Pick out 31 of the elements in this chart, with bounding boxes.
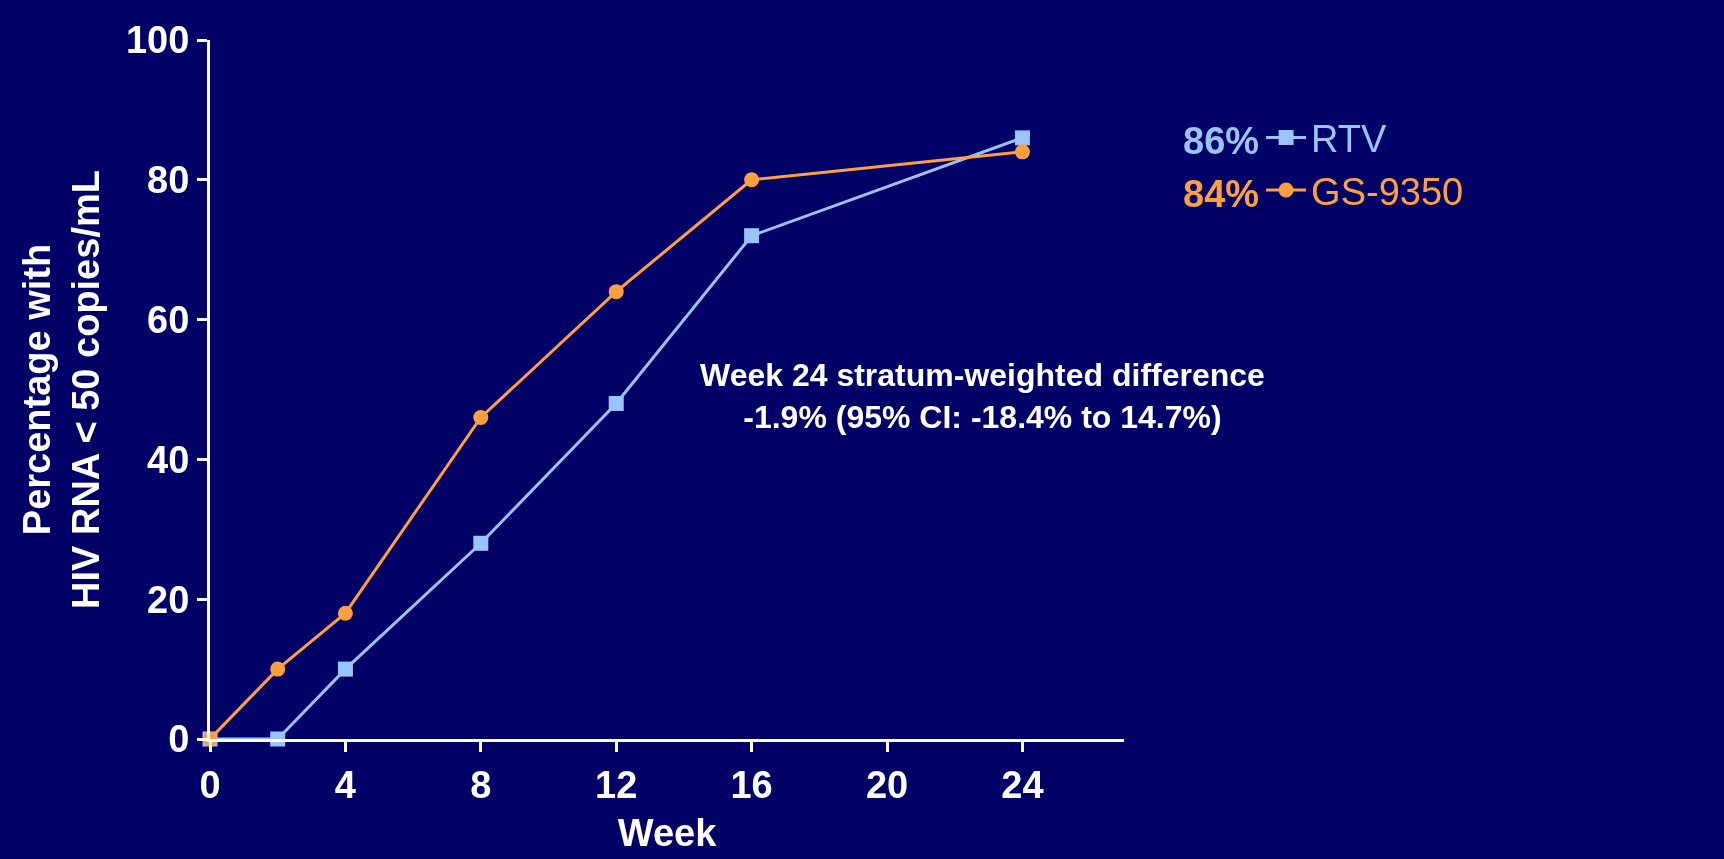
- annotation: Week 24 stratum-weighted difference -1.9% (95% CI: -18.4% to 14.7%): [700, 357, 1265, 435]
- point: [473, 535, 489, 551]
- x-tick-label: 8: [470, 763, 492, 806]
- point: [744, 228, 760, 244]
- x-axis-title: Week: [617, 811, 718, 854]
- x-tick-label: 4: [334, 763, 356, 806]
- text: 86%: [1183, 120, 1260, 162]
- point: [270, 661, 286, 677]
- x-tick-label: 0: [199, 763, 221, 806]
- y-tick-label: 60: [147, 298, 190, 341]
- text: 84%: [1183, 173, 1260, 215]
- x-tick-label: 20: [865, 763, 909, 806]
- point: [337, 661, 353, 677]
- x-tick-label: 24: [1001, 763, 1044, 806]
- point: [1014, 144, 1030, 160]
- y-axis-title: Percentage with HIV RNA < 50 copies/mL: [15, 170, 108, 609]
- point: [744, 172, 760, 188]
- legend-label: RTV: [1311, 118, 1388, 161]
- y-tick-label: 80: [147, 159, 190, 202]
- point: [1014, 130, 1030, 146]
- y-tick-label: 0: [168, 718, 190, 761]
- legend-label: GS-9350: [1311, 170, 1464, 213]
- point: [473, 409, 489, 425]
- x-tick-label: 16: [730, 763, 773, 806]
- point: [337, 605, 353, 621]
- y-tick-label: 20: [147, 578, 190, 621]
- point: [608, 284, 624, 300]
- point: [608, 395, 624, 411]
- y-tick-label: 40: [147, 438, 190, 481]
- x-tick-label: 12: [595, 763, 638, 806]
- y-tick-label: 100: [125, 19, 190, 62]
